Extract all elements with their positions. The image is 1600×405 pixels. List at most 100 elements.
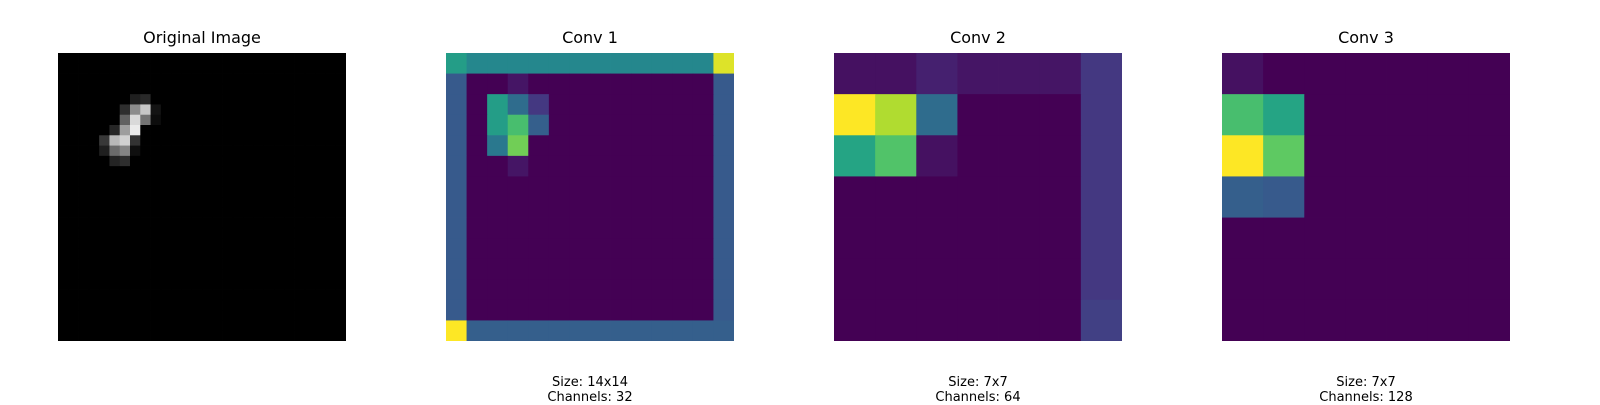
heatmap-cell bbox=[672, 73, 694, 95]
heatmap-cell bbox=[202, 207, 213, 218]
heatmap-cell bbox=[315, 63, 326, 74]
heatmap-cell bbox=[569, 320, 591, 341]
heatmap-cell bbox=[58, 289, 69, 301]
heatmap-cell bbox=[284, 330, 295, 341]
heatmap-cell bbox=[274, 217, 285, 229]
heatmap-cell bbox=[335, 53, 346, 64]
feature-map-caption: Size: 7x7 Channels: 128 bbox=[1216, 375, 1516, 405]
heatmap-cell bbox=[150, 104, 162, 116]
heatmap-cell bbox=[119, 299, 131, 311]
heatmap-cell bbox=[274, 63, 285, 74]
heatmap-cell bbox=[78, 155, 90, 167]
heatmap-cell bbox=[68, 207, 79, 218]
heatmap-cell bbox=[610, 320, 632, 341]
heatmap-cell bbox=[130, 279, 141, 290]
heatmap-cell bbox=[58, 145, 69, 157]
heatmap-cell bbox=[998, 217, 1041, 260]
heatmap-cell bbox=[692, 238, 714, 260]
heatmap-cell bbox=[130, 135, 141, 146]
heatmap-cell bbox=[672, 155, 694, 177]
heatmap-cell bbox=[1427, 135, 1470, 177]
heatmap-cell bbox=[263, 279, 275, 290]
heatmap-cell bbox=[181, 104, 193, 116]
heatmap-cell bbox=[672, 53, 694, 74]
heatmap-cell bbox=[191, 114, 203, 126]
heatmap-cell bbox=[325, 330, 337, 341]
heatmap-cell bbox=[253, 176, 265, 188]
heatmap-cell bbox=[119, 330, 131, 341]
heatmap-cell bbox=[68, 176, 79, 188]
heatmap-cell bbox=[222, 155, 234, 167]
heatmap-cell bbox=[222, 125, 234, 136]
heatmap-cell bbox=[325, 73, 337, 85]
heatmap-cell bbox=[294, 197, 306, 208]
heatmap-cell bbox=[335, 248, 346, 260]
heatmap-cell bbox=[109, 186, 121, 198]
heatmap-cell bbox=[263, 299, 275, 311]
heatmap-cell bbox=[692, 176, 714, 198]
heatmap-cell bbox=[528, 114, 550, 136]
size-label: Size: 7x7 bbox=[948, 375, 1008, 390]
heatmap-cell bbox=[68, 310, 79, 321]
heatmap-cell bbox=[88, 279, 100, 290]
heatmap-cell bbox=[569, 114, 591, 136]
heatmap-cell bbox=[99, 63, 110, 74]
heatmap-cell bbox=[181, 83, 193, 95]
heatmap-cell bbox=[150, 258, 162, 270]
heatmap-cell bbox=[548, 53, 570, 74]
heatmap-cell bbox=[304, 207, 316, 218]
heatmap-cell bbox=[202, 258, 213, 270]
heatmap-cell bbox=[274, 289, 285, 301]
heatmap-cell bbox=[99, 53, 110, 64]
heatmap-cell bbox=[232, 83, 244, 95]
heatmap-cell bbox=[88, 310, 100, 321]
heatmap-cell bbox=[140, 269, 151, 280]
heatmap-cell bbox=[68, 104, 79, 116]
heatmap-cell bbox=[466, 320, 488, 341]
heatmap-cell bbox=[1386, 258, 1429, 301]
heatmap-cell bbox=[150, 155, 162, 167]
heatmap-cell bbox=[68, 83, 79, 95]
heatmap-cell bbox=[58, 125, 69, 136]
heatmap-cell bbox=[325, 269, 337, 280]
heatmap-cell bbox=[315, 94, 326, 105]
heatmap-cell bbox=[109, 289, 121, 301]
heatmap-cell bbox=[78, 145, 90, 157]
heatmap-cell bbox=[1386, 299, 1429, 341]
heatmap-cell bbox=[58, 176, 69, 188]
heatmap-cell bbox=[130, 238, 141, 249]
heatmap-cell bbox=[171, 135, 182, 146]
heatmap-cell bbox=[232, 94, 244, 105]
heatmap-cell bbox=[487, 114, 509, 136]
heatmap-cell bbox=[232, 279, 244, 290]
heatmap-cell bbox=[119, 73, 131, 85]
heatmap-cell bbox=[243, 197, 254, 208]
heatmap-cell bbox=[325, 63, 337, 74]
heatmap-cell bbox=[315, 104, 326, 116]
heatmap-cell bbox=[150, 63, 162, 74]
heatmap-cell bbox=[78, 289, 90, 301]
heatmap-cell bbox=[130, 125, 141, 136]
heatmap-cell bbox=[119, 53, 131, 64]
heatmap-cell bbox=[130, 330, 141, 341]
heatmap-cell bbox=[150, 289, 162, 301]
heatmap-cell bbox=[222, 83, 234, 95]
heatmap-cell bbox=[212, 330, 223, 341]
heatmap-cell bbox=[88, 73, 100, 85]
heatmap-cell bbox=[446, 320, 467, 341]
heatmap-cell bbox=[150, 248, 162, 260]
heatmap-cell bbox=[99, 125, 110, 136]
heatmap-cell bbox=[109, 320, 121, 332]
heatmap-cell bbox=[325, 310, 337, 321]
heatmap-cell bbox=[1468, 299, 1510, 341]
heatmap-cell bbox=[1080, 53, 1122, 95]
heatmap-cell bbox=[119, 320, 131, 332]
heatmap-cell bbox=[119, 310, 131, 321]
heatmap-cell bbox=[672, 320, 694, 341]
heatmap-cell bbox=[232, 320, 244, 332]
heatmap-cell bbox=[651, 94, 673, 116]
heatmap-cell bbox=[191, 166, 203, 177]
heatmap-cell bbox=[212, 155, 223, 167]
channels-label: Channels: 64 bbox=[935, 390, 1021, 405]
heatmap-cell bbox=[610, 279, 632, 301]
